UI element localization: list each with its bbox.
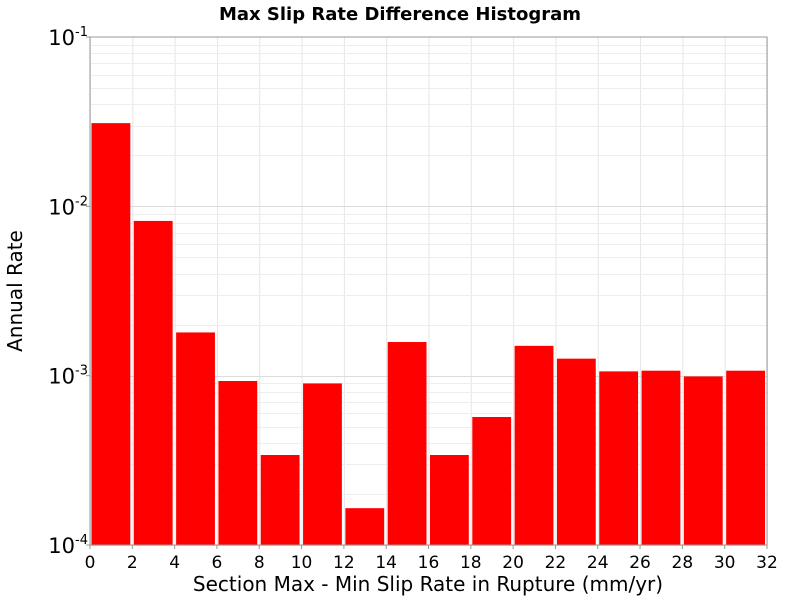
x-tick-label: 24 bbox=[587, 553, 609, 573]
x-tick-label: 4 bbox=[169, 553, 180, 573]
y-tick-label: 10-2 bbox=[48, 194, 88, 219]
x-tick-label: 12 bbox=[333, 553, 355, 573]
x-tick-label: 20 bbox=[502, 553, 524, 573]
histogram-bar bbox=[641, 370, 681, 545]
histogram-bar bbox=[345, 508, 385, 545]
histogram-bar bbox=[218, 381, 258, 545]
histogram-bar bbox=[726, 370, 765, 545]
y-tick-label: 10-1 bbox=[48, 25, 88, 50]
histogram-bar bbox=[472, 417, 512, 545]
x-tick-label: 14 bbox=[375, 553, 397, 573]
x-tick-label: 28 bbox=[672, 553, 694, 573]
x-tick-label: 26 bbox=[629, 553, 651, 573]
x-tick-label: 16 bbox=[418, 553, 440, 573]
x-tick-label: 0 bbox=[85, 553, 96, 573]
histogram-bar bbox=[387, 342, 427, 545]
histogram-bar bbox=[430, 455, 469, 545]
bars bbox=[91, 123, 765, 545]
histogram-bar bbox=[91, 123, 131, 545]
x-tick-label: 10 bbox=[291, 553, 313, 573]
x-tick-label: 32 bbox=[756, 553, 778, 573]
y-tick-label: 10-4 bbox=[48, 533, 88, 558]
y-axis-label: Annual Rate bbox=[3, 230, 27, 352]
chart-title: Max Slip Rate Difference Histogram bbox=[219, 4, 581, 25]
histogram-bar bbox=[514, 345, 554, 545]
x-tick-label: 22 bbox=[545, 553, 567, 573]
x-tick-label: 18 bbox=[460, 553, 482, 573]
x-axis-label: Section Max - Min Slip Rate in Rupture (… bbox=[193, 572, 663, 596]
histogram-bar bbox=[556, 358, 596, 545]
x-tick-label: 30 bbox=[714, 553, 736, 573]
x-axis-ticks: 0 2 4 6 8 10 12 14 16 18 20 22 24 26 28 30 32 bbox=[85, 545, 778, 573]
y-axis-ticks: 10-4 10-3 10-2 10-1 bbox=[48, 25, 90, 558]
x-tick-label: 2 bbox=[127, 553, 138, 573]
histogram-bar bbox=[683, 376, 723, 545]
histogram-bar bbox=[133, 220, 173, 545]
histogram-bar bbox=[176, 332, 215, 545]
histogram-bar bbox=[303, 383, 342, 545]
y-tick-label: 10-3 bbox=[48, 364, 88, 389]
histogram-bar bbox=[599, 371, 639, 545]
histogram-bar bbox=[260, 455, 300, 545]
x-tick-label: 8 bbox=[254, 553, 265, 573]
x-tick-label: 6 bbox=[212, 553, 223, 573]
